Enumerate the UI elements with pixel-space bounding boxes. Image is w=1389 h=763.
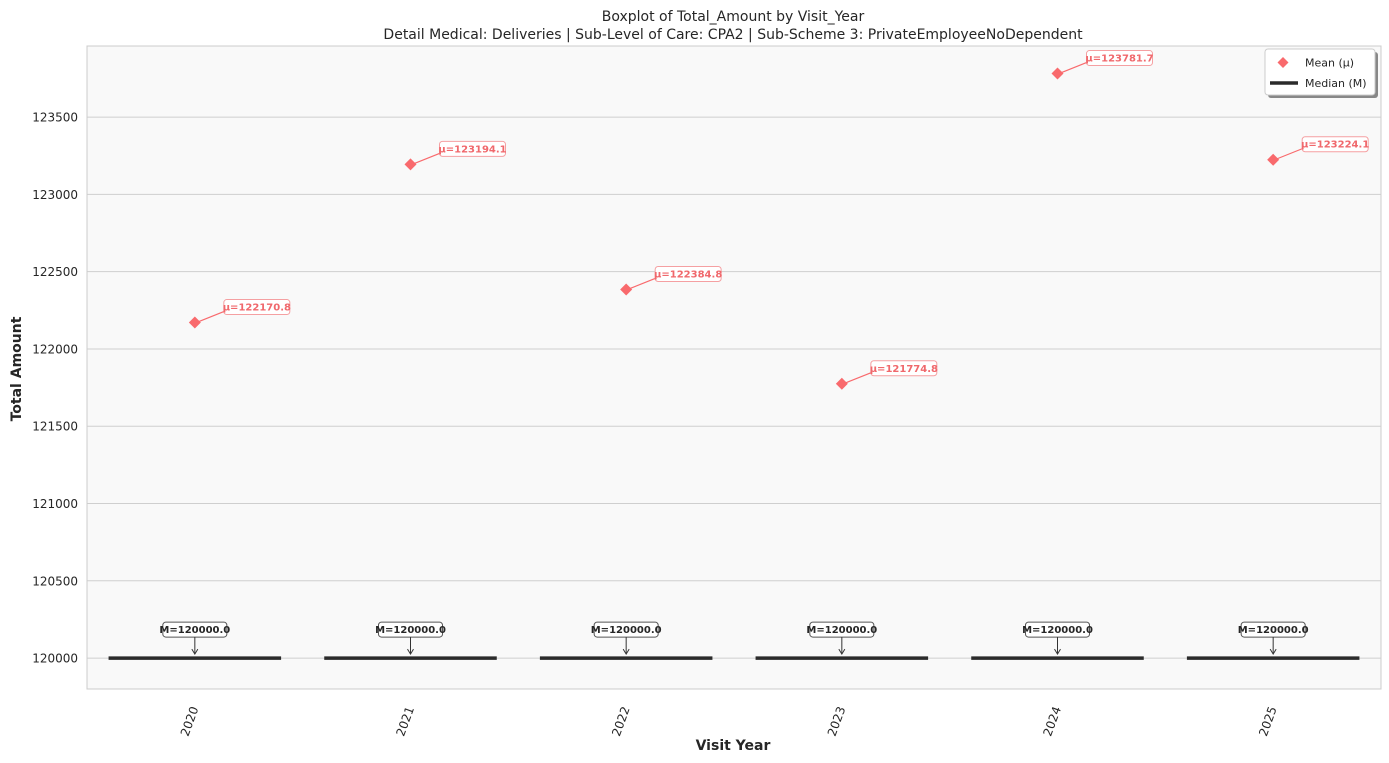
mean-label-box [654,265,722,282]
y-tick-label: 123500 [32,111,78,125]
gridlines [87,116,1381,659]
y-tick-label: 120000 [32,652,78,666]
mean-label: μ=122170.8 [223,303,291,314]
legend-mean-label: Mean (μ) [1305,57,1354,70]
mean-label: μ=123781.7 [1085,54,1153,65]
chart-title: Boxplot of Total_Amount by Visit_Year [602,9,865,25]
median-label: M=120000.0 [375,625,446,636]
y-tick-label: 121500 [32,420,78,434]
mean-arrow [629,277,656,290]
mean-marker [1051,67,1064,80]
y-tick-label: 120500 [32,574,78,588]
mean-arrow [1276,148,1303,160]
mean-arrow [198,310,225,323]
mean-label: μ=123194.1 [438,144,506,155]
median-arrow-head [838,648,846,656]
y-axis-ticks: 120000 120500 121000 121500 122000 122500 1230… [32,111,78,666]
median-arrow-head [1269,648,1277,656]
mean-marker [835,377,848,390]
plot-area [87,46,1381,689]
median-label: M=120000.0 [159,625,230,636]
y-tick-label: 121000 [32,497,78,511]
median-arrow-head [622,648,630,656]
median-label: M=120000.0 [591,625,662,636]
mean-label-box [439,140,506,157]
mean-marker [1267,153,1280,166]
mean-label: μ=123224.1 [1301,140,1369,151]
x-axis-label: Visit Year [696,738,771,754]
mean-marker [620,283,633,296]
legend: Mean (μ) Median (M) [1264,48,1378,98]
plot-frame [86,45,1382,690]
mean-label-box [1301,136,1369,153]
mean-label: μ=122384.8 [654,269,722,280]
median-label: M=120000.0 [806,625,877,636]
mean-marker [404,158,417,171]
y-tick-label: 123000 [32,188,78,202]
y-axis-label: Total Amount [9,316,25,421]
mean-arrow [1061,62,1087,74]
mean-marker [188,316,201,329]
mean-arrow [845,372,872,384]
mean-label-box [223,299,291,316]
median-arrow-head [1054,648,1061,656]
legend-mean-marker [1277,57,1289,68]
chart-subtitle: Detail Medical: Deliveries | Sub-Level o… [383,27,1083,43]
mean-label-box [870,360,938,377]
mean-markers: μ=122170.8 μ=123194.1 μ=122384.8 μ=121774.8… [188,50,1369,390]
mean-label: μ=121774.8 [870,364,938,375]
y-tick-label: 122000 [32,342,78,356]
y-tick-label: 122500 [32,265,78,279]
median-lines: M=120000.0 M=120000.0 M=120000.0 M=120000.0… [108,621,1360,660]
legend-median-label: Median (M) [1305,77,1367,90]
median-label: M=120000.0 [1238,625,1309,636]
median-arrow-head [407,648,414,656]
mean-arrow [414,152,440,164]
mean-label-box [1086,50,1153,67]
median-arrow-head [191,648,199,656]
median-label: M=120000.0 [1022,625,1093,636]
